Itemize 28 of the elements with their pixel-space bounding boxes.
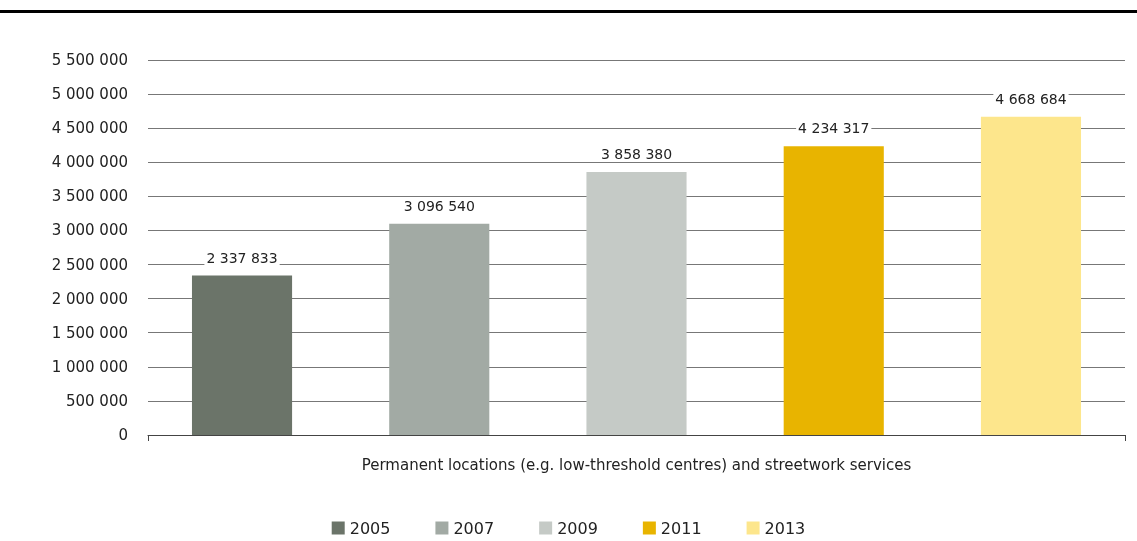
y-tick-label: 3 000 000 xyxy=(51,221,128,240)
y-tick-label: 500 000 xyxy=(65,391,128,410)
y-tick-label: 5 500 000 xyxy=(51,51,128,69)
legend-label: 2007 xyxy=(453,518,495,538)
data-label: 2 337 833 xyxy=(206,249,278,266)
y-tick-label: 4 500 000 xyxy=(51,119,128,138)
legend-label: 2011 xyxy=(660,518,702,538)
y-tick-label: 1 500 000 xyxy=(51,323,128,342)
data-label: 4 668 684 xyxy=(995,90,1067,107)
y-tick-label: 3 500 000 xyxy=(51,187,128,206)
y-tick-label: 0 xyxy=(118,426,128,444)
y-tick-label: 2 000 000 xyxy=(51,289,128,308)
x-tick-label: Permanent locations (e.g. low-threshold centres) and streetwork services xyxy=(361,455,912,474)
data-label: 3 858 380 xyxy=(600,145,673,162)
bar xyxy=(389,223,490,435)
bar xyxy=(980,116,1082,435)
bar xyxy=(783,146,884,435)
legend-label: 2009 xyxy=(557,518,598,538)
data-label: 4 234 317 xyxy=(798,120,870,137)
bar xyxy=(586,171,687,435)
legend-label: 2005 xyxy=(349,518,391,538)
legend-label: 2013 xyxy=(764,518,806,538)
bar xyxy=(191,275,293,435)
y-tick-label: 1 000 000 xyxy=(51,357,128,376)
y-tick-label: 2 500 000 xyxy=(51,255,128,274)
data-label: 3 096 540 xyxy=(403,197,475,214)
y-tick-label: 4 000 000 xyxy=(51,153,128,172)
y-tick-label: 5 000 000 xyxy=(51,85,128,104)
